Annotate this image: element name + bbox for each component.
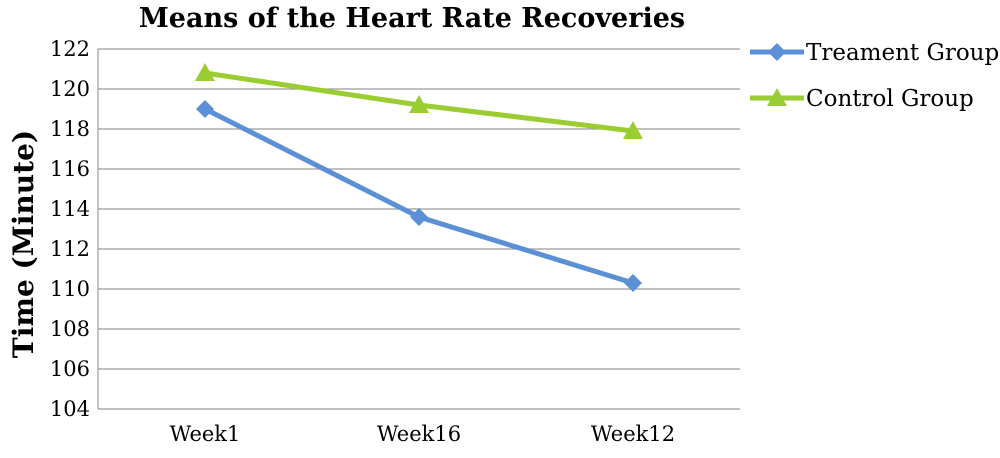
series-1 [195,63,643,139]
x-tick-labels: Week1 Week16 Week12 [170,422,676,446]
y-tick-label: 120 [50,77,90,101]
data-point [623,121,643,139]
legend-marker [768,43,786,61]
data-point [624,274,642,292]
legend-label: Control Group [806,86,974,112]
y-tick-label: 118 [50,117,90,141]
y-tick-label: 114 [50,197,90,221]
legend-item: Control Group [750,86,974,112]
y-tick-label: 104 [50,397,90,421]
legend-item: Treament Group [750,40,999,66]
x-tick-label: Week12 [591,422,675,446]
y-axis-label: Time (Minute) [7,130,40,358]
legend-label: Treament Group [806,40,999,66]
x-tick-label: Week16 [377,422,461,446]
y-tick-label: 116 [50,157,90,181]
y-tick-labels: 104 106 108 110 112 114 116 118 120 122 [50,37,90,421]
legend-marker [767,88,787,106]
y-tick-label: 106 [50,357,90,381]
x-tick-label: Week1 [170,422,241,446]
series-0 [196,100,642,292]
y-tick-label: 122 [50,37,90,61]
data-point [195,63,215,81]
y-tick-label: 112 [50,237,90,261]
data-point [409,95,429,113]
legend: Treament Group Control Group [750,40,999,112]
data-point [196,100,214,118]
series-lines [195,63,643,292]
series-line [203,106,634,286]
chart-title: Means of the Heart Rate Recoveries [139,3,685,34]
y-tick-label: 110 [50,277,90,301]
y-tick-label: 108 [50,317,90,341]
data-point [410,208,428,226]
